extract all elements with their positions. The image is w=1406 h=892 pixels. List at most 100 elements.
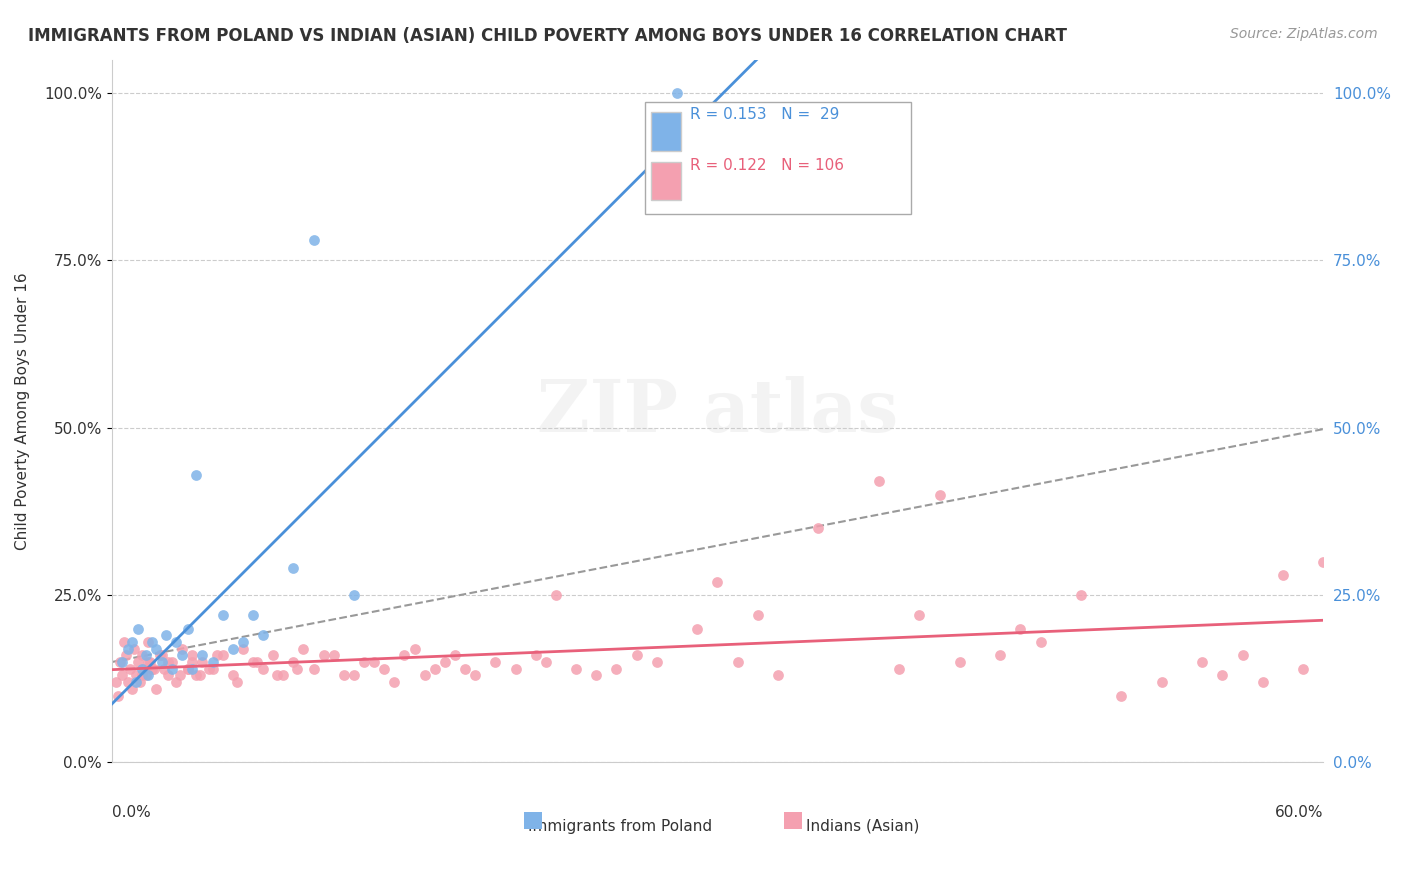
Point [177,622,200,636]
Point [353,655,375,669]
Point [1070,588,1092,602]
Point [122,641,145,656]
Point [322,648,344,663]
Text: 60.0%: 60.0% [1275,805,1323,820]
Point [172,648,194,663]
Y-axis label: Child Poverty Among Boys Under 16: Child Poverty Among Boys Under 16 [15,272,30,549]
Point [136,668,159,682]
Text: 0.0%: 0.0% [111,805,150,820]
Point [464,668,486,682]
Point [125,675,148,690]
Point [283,561,305,575]
Point [1029,635,1052,649]
Point [302,233,325,247]
Point [1312,555,1334,569]
Point [132,662,155,676]
Point [117,675,139,690]
Point [160,655,183,669]
Point [108,655,131,669]
Point [686,622,709,636]
Point [544,588,567,602]
Text: IMMIGRANTS FROM POLAND VS INDIAN (ASIAN) CHILD POVERTY AMONG BOYS UNDER 16 CORRE: IMMIGRANTS FROM POLAND VS INDIAN (ASIAN)… [28,27,1067,45]
Point [145,641,167,656]
Point [1292,662,1315,676]
Point [114,648,136,663]
Point [111,668,134,682]
Point [112,635,135,649]
Bar [523,812,541,830]
FancyBboxPatch shape [651,161,681,200]
Point [222,668,245,682]
FancyBboxPatch shape [645,102,911,214]
Point [222,641,245,656]
Point [155,628,177,642]
Point [181,655,204,669]
Bar [785,812,803,830]
Point [605,662,627,676]
Point [104,675,127,690]
Point [382,675,405,690]
Point [246,655,269,669]
Point [1271,568,1294,582]
Point [201,655,224,669]
Point [484,655,506,669]
Point [534,655,557,669]
Point [283,655,305,669]
Point [172,641,194,656]
Point [706,574,728,589]
Text: Source: ZipAtlas.com: Source: ZipAtlas.com [1230,27,1378,41]
Point [190,668,212,682]
Point [271,668,294,682]
Point [117,641,139,656]
Point [1211,668,1233,682]
Point [394,648,416,663]
Point [666,86,689,100]
Point [262,648,284,663]
Point [266,668,288,682]
Point [143,662,166,676]
Point [131,662,153,676]
Point [312,648,335,663]
Point [645,655,668,669]
Point [423,662,446,676]
Point [186,668,208,682]
Point [404,641,426,656]
Point [141,662,163,676]
Point [165,635,187,649]
Text: R = 0.153   N =  29: R = 0.153 N = 29 [689,107,839,122]
Point [343,588,366,602]
Point [343,668,366,682]
Point [727,655,749,669]
Point [201,662,224,676]
Point [186,467,208,482]
Point [292,641,315,656]
Point [181,648,204,663]
Point [868,475,890,489]
Point [766,668,789,682]
Point [121,681,143,696]
Point [302,662,325,676]
Point [135,668,157,682]
Point [181,662,204,676]
Point [252,662,274,676]
Point [157,655,180,669]
Point [177,662,200,676]
Point [1150,675,1173,690]
Point [205,648,228,663]
Point [232,641,254,656]
Point [191,655,214,669]
Point [908,608,931,623]
Point [131,648,153,663]
Point [177,662,200,676]
Point [135,648,157,663]
Point [1232,648,1254,663]
Point [626,648,648,663]
Point [153,662,176,676]
Point [145,681,167,696]
Point [121,635,143,649]
Point [1191,655,1213,669]
Point [585,668,607,682]
Point [242,608,264,623]
Point [433,655,456,669]
Point [197,662,219,676]
